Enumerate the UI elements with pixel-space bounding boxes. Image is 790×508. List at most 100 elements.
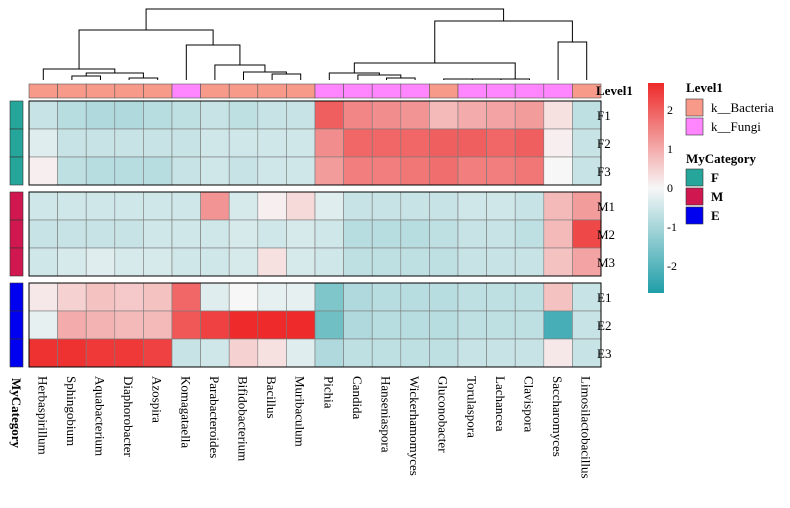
heatmap-cell-M2-Clavispora (514, 219, 545, 249)
heatmap-cell-F2-Komagataella (171, 128, 201, 158)
mycategory-cell-M2 (9, 219, 24, 249)
heatmap-cell-M2-Saccharomyces (543, 219, 573, 249)
dendrogram-branch-0 (71, 75, 101, 80)
heatmap-cell-F1-Clavispora (514, 100, 545, 130)
heatmap-cell-E1-Bifidobacterium (228, 282, 259, 312)
heatmap-cell-F3-Aquabacterium (85, 156, 116, 186)
heatmap-cell-F2-Sphingobium (57, 128, 87, 158)
heatmap-cell-M1-Komagataella (171, 191, 201, 221)
heatmap-cell-F3-Wickerhamomyces (400, 156, 430, 186)
heatmap-cell-M3-Saccharomyces (543, 247, 573, 277)
heatmap-cell-F2-Hanseniaspora (371, 128, 402, 158)
heatmap-cell-E1-Bacillus (257, 282, 287, 312)
dendrogram-branch-10 (386, 77, 416, 80)
heatmap-cell-E1-Candida (343, 282, 373, 312)
row-label-F1: F1 (597, 108, 611, 123)
heatmap-cell-F1-Muribaculum (286, 100, 316, 130)
mycategory-cell-F1 (9, 100, 24, 130)
heatmap-cell-E2-Sphingobium (57, 310, 87, 340)
heatmap-cell-E2-Bacillus (257, 310, 287, 340)
level1-cell-Clavispora (514, 83, 545, 99)
heatmap-cell-E1-Aquabacterium (85, 282, 116, 312)
heatmap-cell-F1-Candida (343, 100, 373, 130)
mycategory-cell-F3 (9, 156, 24, 186)
heatmap-cell-F2-Candida (343, 128, 373, 158)
heatmap-cell-F1-Pichia (314, 100, 344, 130)
column-label-Hanseniaspora: Hanseniaspora (379, 376, 394, 453)
heatmap-cell-M1-Aquabacterium (85, 191, 116, 221)
level1-cell-Saccharomyces (543, 83, 573, 99)
heatmap-cell-F3-Parabacteroides (200, 156, 230, 186)
color-scale-tick-1: 1 (667, 142, 673, 156)
dendrogram-branch-15 (434, 20, 573, 63)
legend-label-E: E (711, 208, 720, 223)
heatmap-cell-M3-Gluconobacter (429, 247, 459, 277)
row-label-E3: E3 (597, 346, 611, 361)
heatmap-cell-M1-Bifidobacterium (228, 191, 259, 221)
legend-swatch-Bacteria (685, 98, 704, 117)
heatmap-cell-F3-Lachancea (486, 156, 516, 186)
legend-level1-title: Level1 (686, 80, 723, 95)
legend-mycategory-title: MyCategory (686, 151, 757, 166)
heatmap-cell-F1-Torulaspora (457, 100, 487, 130)
heatmap-cell-F1-Lachancea (486, 100, 516, 130)
heatmap-cell-F3-Azospira (143, 156, 173, 186)
dendrogram-branch-17 (145, 8, 505, 30)
color-scale-tick--2: -2 (667, 259, 677, 273)
heatmap-cell-E1-Parabacteroides (200, 282, 230, 312)
heatmap-cell-E3-Lachancea (486, 338, 516, 368)
heatmap-cell-F1-Saccharomyces (543, 100, 573, 130)
heatmap-cell-F3-Gluconobacter (429, 156, 459, 186)
heatmap-cell-M1-Wickerhamomyces (400, 191, 430, 221)
heatmap-cell-M2-Azospira (143, 219, 173, 249)
heatmap-cell-E3-Bacillus (257, 338, 287, 368)
heatmap-cell-M2-Komagataella (171, 219, 201, 249)
heatmap-cell-E3-Saccharomyces (543, 338, 573, 368)
level1-cell-Diaphorobacter (114, 83, 144, 99)
row-label-M1: M1 (597, 199, 615, 214)
heatmap-cell-E2-Diaphorobacter (114, 310, 144, 340)
dendrogram-branch-4 (271, 73, 302, 80)
heatmap-cell-E1-Diaphorobacter (114, 282, 144, 312)
heatmap-cell-E2-Pichia (314, 310, 344, 340)
level1-cell-Pichia (314, 83, 344, 99)
mycategory-axis-title: MyCategory (9, 378, 24, 449)
heatmap-cell-M2-Candida (343, 219, 373, 249)
row-label-M3: M3 (597, 255, 615, 270)
color-scale-tick-0: 0 (667, 181, 673, 195)
column-label-Limosilactobacillus: Limosilactobacillus (579, 376, 594, 479)
level1-cell-Gluconobacter (429, 83, 459, 99)
dendrogram-branch-5 (243, 71, 287, 80)
heatmap-cell-F3-Komagataella (171, 156, 201, 186)
level1-cell-Candida (343, 83, 373, 99)
color-scale-gradient (648, 83, 664, 293)
heatmap-cell-E1-Torulaspora (457, 282, 487, 312)
dendrogram-branch-13 (353, 62, 516, 79)
heatmap-cell-M2-Parabacteroides (200, 219, 230, 249)
heatmap-cell-M3-Bacillus (257, 247, 287, 277)
heatmap-block-border-1 (28, 100, 602, 186)
level1-cell-Muribaculum (286, 83, 316, 99)
heatmap-cell-F1-Bacillus (257, 100, 287, 130)
heatmap-cell-E3-Komagataella (171, 338, 201, 368)
heatmap-cell-E3-Parabacteroides (200, 338, 230, 368)
heatmap-cell-M1-Pichia (314, 191, 344, 221)
heatmap-cell-E1-Gluconobacter (429, 282, 459, 312)
level1-cell-Limosilactobacillus (572, 83, 602, 99)
heatmap-cell-F3-Diaphorobacter (114, 156, 144, 186)
heatmap-cell-F2-Bifidobacterium (228, 128, 259, 158)
heatmap-cell-M2-Wickerhamomyces (400, 219, 430, 249)
legend-label-F: F (711, 170, 719, 185)
legend-label-Bacteria: k__Bacteria (711, 100, 774, 115)
heatmap-cell-E2-Aquabacterium (85, 310, 116, 340)
heatmap-cell-M2-Aquabacterium (85, 219, 116, 249)
heatmap-cell-E1-Saccharomyces (543, 282, 573, 312)
heatmap-cell-M1-Muribaculum (286, 191, 316, 221)
level1-cell-Aquabacterium (85, 83, 116, 99)
column-label-Azospira: Azospira (150, 376, 165, 423)
heatmap-cell-M2-Diaphorobacter (114, 219, 144, 249)
heatmap-cell-E1-Lachancea (486, 282, 516, 312)
heatmap-cell-E3-Clavispora (514, 338, 545, 368)
level1-cell-Azospira (143, 83, 173, 99)
level1-cell-Komagataella (171, 83, 201, 99)
